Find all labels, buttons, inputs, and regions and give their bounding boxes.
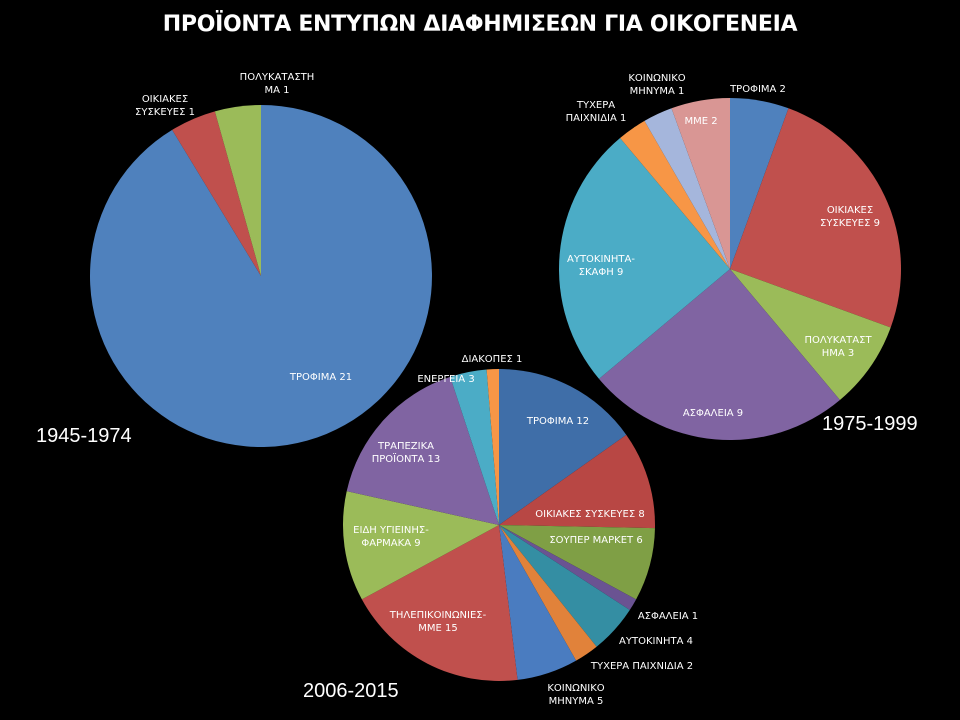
slice-label: ΑΣΦΑΛΕΙΑ 9 — [683, 408, 743, 419]
slice-label: ΤΥΧΕΡΑ ΠΑΙΧΝΙΔΙΑ 2 — [590, 661, 693, 672]
slice-label: ΤΡΑΠΕΖΙΚΑ ΠΡΟΪΟΝΤΑ 13 — [372, 441, 441, 465]
period-label: 1945-1974 — [36, 425, 132, 447]
pie-slice-τροφιμα-21 — [89, 105, 432, 447]
slice-label: ΕΙΔΗ ΥΓΙΕΙΝΗΣ-ΦΑΡΜΑΚΑ 9 — [353, 525, 429, 549]
pie-slice-διακοπες-1 — [486, 369, 499, 525]
pie-2006-2015: ΤΡΟΦΙΜΑ 12 ΟΙΚΙΑΚΕΣ ΣΥΣΚΕΥΕΣ 8 ΣΟΥΠΕΡ ΜΑΡΚ… — [303, 354, 698, 707]
pie-slice-τηλεπικοινωνιες--μμε-15 — [361, 525, 518, 681]
pie-slice-τυχερα-παιχνιδια-1 — [620, 120, 730, 269]
pie-slice-οικιακες-συσκευες-8 — [499, 434, 656, 529]
slice-label: ΣΟΥΠΕΡ ΜΑΡΚΕΤ 6 — [549, 535, 642, 546]
slice-label: ΤΡΟΦΙΜΑ 2 — [729, 84, 786, 95]
slice-label: ΑΥΤΟΚΙΝΗΤΑ 4 — [619, 636, 693, 647]
slice-label: ΤΥΧΕΡΑ ΠΑΙΧΝΙΔΙΑ 1 — [566, 100, 627, 124]
pie-slice-οικιακες-συσκευες-9 — [730, 108, 902, 328]
chart-title: ΠΡΟΪΟΝΤΑ ΕΝΤΥΠΩΝ ΔΙΑΦΗΜΙΣΕΩΝ ΓΙΑ ΟΙΚΟΓΕΝ… — [162, 12, 798, 37]
slice-label: ΤΡΟΦΙΜΑ 21 — [289, 372, 352, 383]
pie-slice-αυτοκινητα--σκαφη-9 — [559, 138, 730, 379]
slice-label: ΟΙΚΙΑΚΕΣ ΣΥΣΚΕΥΕΣ 9 — [820, 205, 880, 229]
pie-slice-πολυκαταστη-μα-1 — [214, 105, 261, 276]
pie-1975-1999: ΤΡΟΦΙΜΑ 2 ΟΙΚΙΑΚΕΣ ΣΥΣΚΕΥΕΣ 9 ΠΟΛΥΚΑΤΑΣΤ ΗΜΑ… — [559, 73, 918, 440]
slice-label: ΠΟΛΥΚΑΤΑΣΤΗ ΜΑ 1 — [240, 72, 315, 96]
pie-slice-αυτοκινητα-4 — [499, 525, 630, 647]
slice-label: ΚΟΙΝΩΝΙΚΟ ΜΗΝΥΜΑ 1 — [628, 73, 685, 97]
pie-slice-πολυκαταστ-ημα-3 — [730, 269, 891, 400]
pie-slice-τροφιμα-12 — [499, 369, 627, 525]
pie-slice-τροφιμα-2 — [730, 98, 789, 269]
slice-label: ΑΣΦΑΛΕΙΑ 1 — [638, 611, 698, 622]
pie-slice-σουπερ-μαρκετ-6 — [499, 525, 655, 600]
pie-slice-τραπεζικα-προϊοντα-13 — [346, 376, 499, 525]
pie-slice-κοινωνικο-μηνυμα-1 — [644, 108, 730, 269]
slice-label: ΕΝΕΡΓΕΙΑ 3 — [417, 374, 474, 385]
pie-slice-κοινωνικο-μηνυμα-5 — [499, 525, 577, 680]
slice-label: ΤΗΛΕΠΙΚΟΙΝΩΝΙΕΣ-ΜΜΕ 15 — [389, 610, 487, 634]
slice-label: ΠΟΛΥΚΑΤΑΣΤ ΗΜΑ 3 — [804, 335, 872, 359]
pie-slice-οικιακες-συσκευες-1 — [172, 111, 261, 276]
slice-label: ΤΡΟΦΙΜΑ 12 — [526, 416, 589, 427]
pie-slice-ενεργεια-3 — [450, 369, 499, 525]
period-label: 1975-1999 — [822, 413, 918, 435]
slice-label: ΔΙΑΚΟΠΕΣ 1 — [462, 354, 523, 365]
slice-label: ΟΙΚΙΑΚΕΣ ΣΥΣΚΕΥΕΣ 8 — [535, 509, 644, 520]
pie-slice-ειδη-υγιεινης--φαρμακα-9 — [343, 491, 499, 600]
pie-1945-1974: ΤΡΟΦΙΜΑ 21 ΟΙΚΙΑΚΕΣ ΣΥΣΚΕΥΕΣ 1 ΠΟΛΥΚΑΤΑΣΤΗ Μ… — [36, 72, 432, 447]
pie-slice-μμε-2 — [671, 97, 730, 269]
slice-label: ΑΥΤΟΚΙΝΗΤΑ-ΣΚΑΦΗ 9 — [567, 254, 635, 278]
slice-label: ΚΟΙΝΩΝΙΚΟ ΜΗΝΥΜΑ 5 — [547, 683, 604, 707]
pie-slice-ασφαλεια-1 — [499, 525, 637, 611]
pie-slice-ασφαλεια-9 — [599, 269, 840, 440]
slice-label: ΜΜΕ 2 — [684, 116, 717, 127]
pie-slice-τυχερα-παιχνιδια-2 — [499, 525, 597, 661]
period-label: 2006-2015 — [303, 680, 399, 702]
slice-label: ΟΙΚΙΑΚΕΣ ΣΥΣΚΕΥΕΣ 1 — [135, 94, 195, 118]
